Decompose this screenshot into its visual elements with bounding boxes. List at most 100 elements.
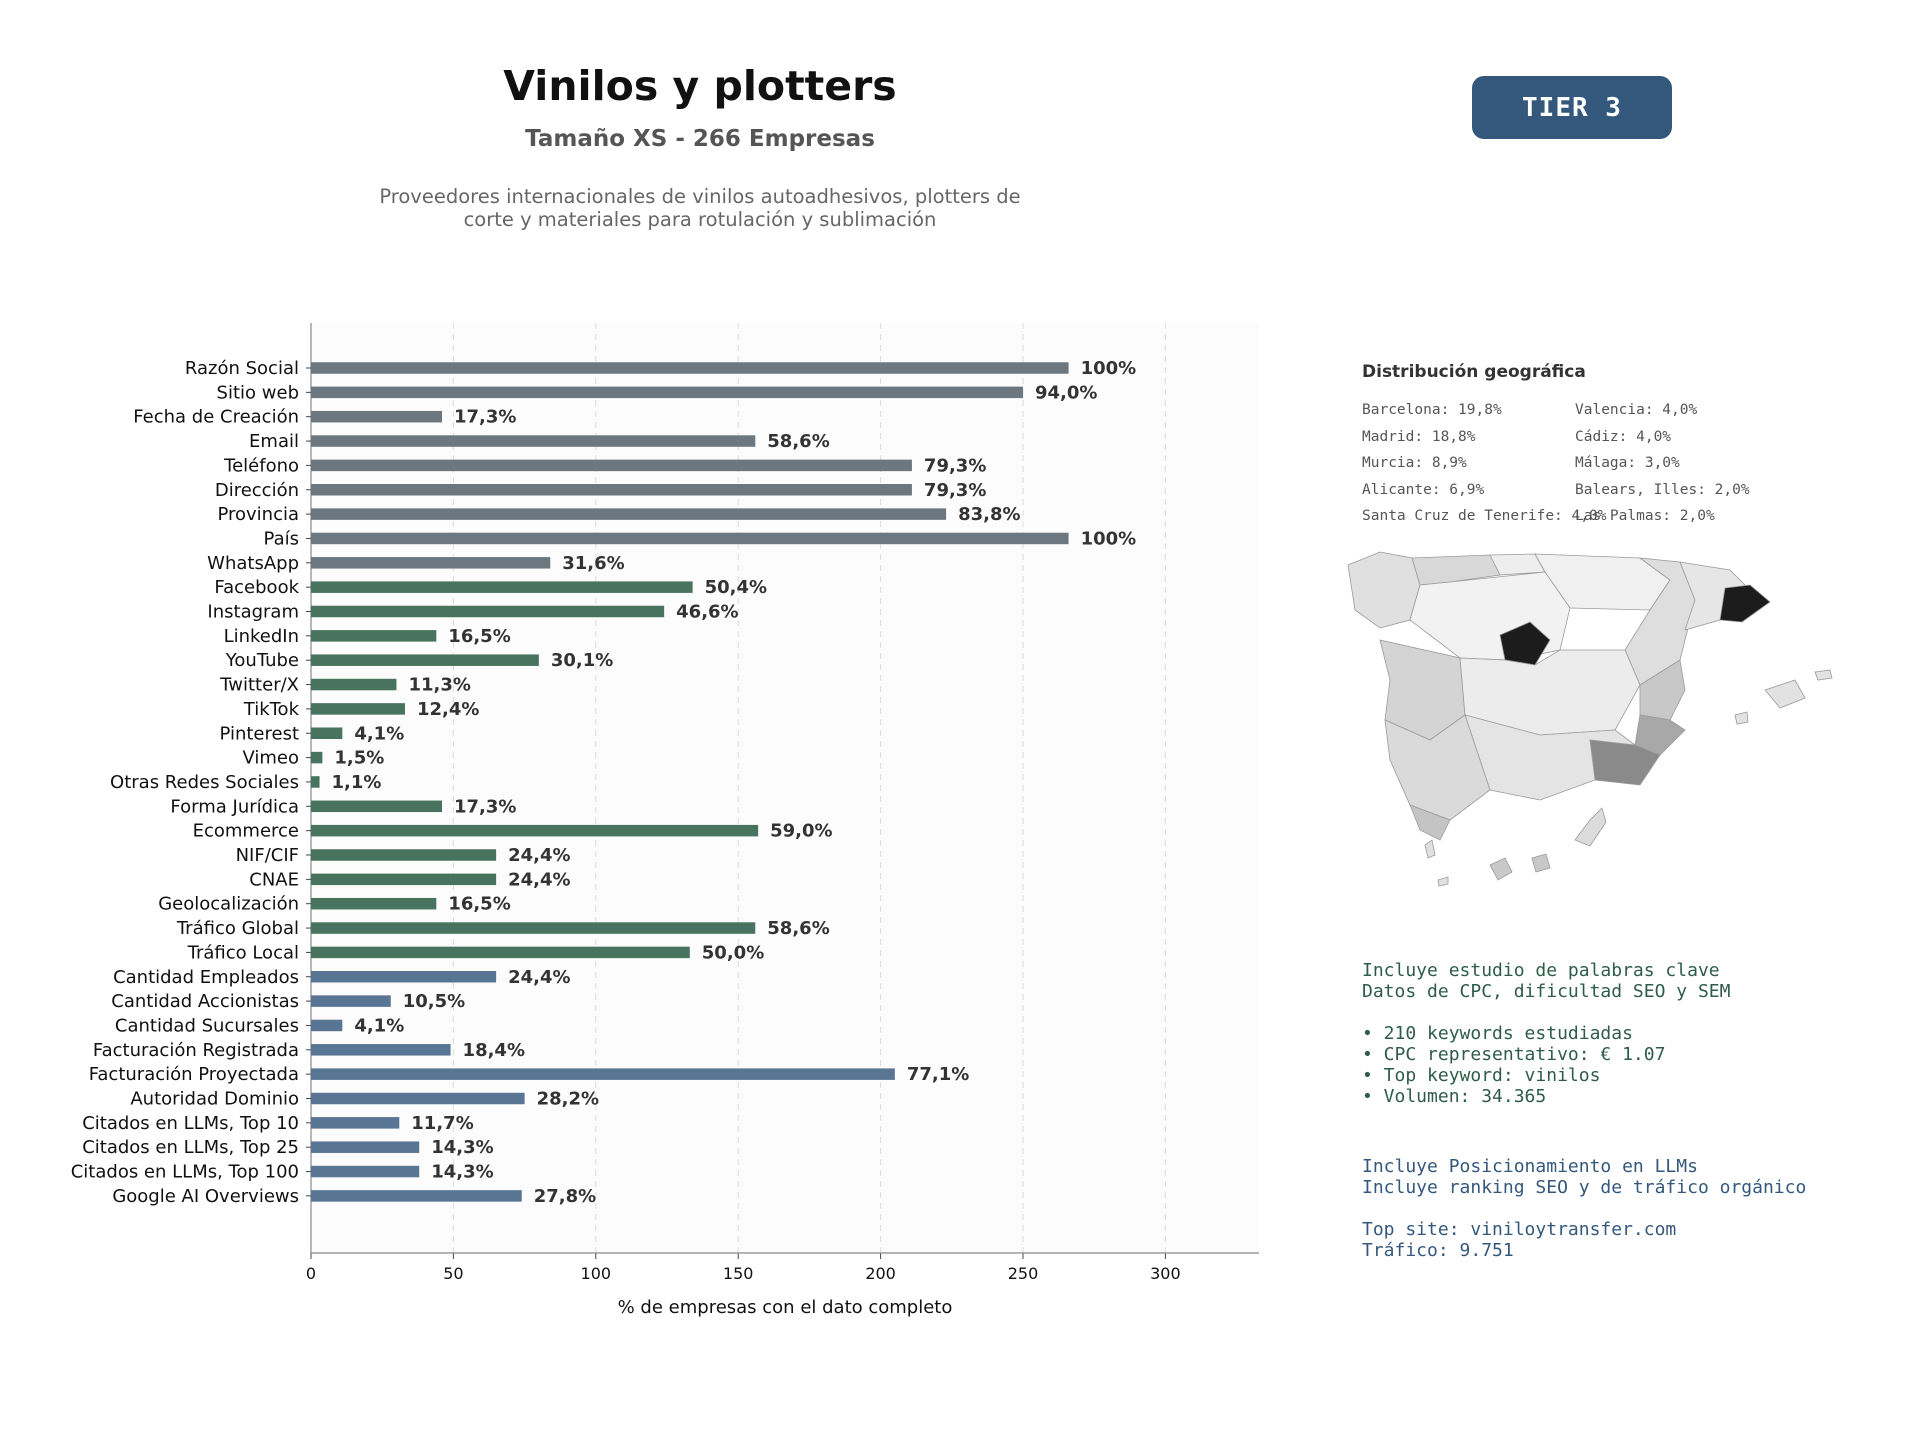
value-label: 14,3% — [431, 1162, 493, 1183]
bar — [311, 995, 391, 1007]
value-label: 58,6% — [767, 918, 829, 939]
bar — [311, 1117, 400, 1129]
map-region-baleares-menorca — [1814, 669, 1833, 681]
category-label: Cantidad Empleados — [113, 967, 299, 988]
category-label: YouTube — [225, 650, 299, 671]
category-label: Instagram — [207, 602, 299, 623]
x-tick-label: 50 — [443, 1264, 463, 1283]
x-tick-label: 100 — [581, 1264, 612, 1283]
map-region-gran-canaria — [1531, 853, 1551, 873]
bar — [311, 1044, 451, 1056]
category-label: Geolocalización — [158, 894, 299, 915]
bar — [311, 630, 437, 642]
llm-line-1: Incluye Posicionamiento en LLMs — [1362, 1156, 1698, 1177]
value-label: 1,1% — [332, 772, 382, 793]
category-label: Razón Social — [185, 358, 299, 379]
value-label: 12,4% — [417, 699, 479, 720]
category-label: Citados en LLMs, Top 100 — [71, 1162, 299, 1183]
value-label: 100% — [1081, 528, 1137, 549]
value-label: 30,1% — [551, 650, 613, 671]
value-label: 11,3% — [408, 675, 470, 696]
spain-map — [1347, 551, 1833, 887]
seo-bullet-top-keyword: • Top keyword: vinilos — [1362, 1065, 1601, 1086]
geo-item: Málaga: 3,0% — [1575, 455, 1680, 471]
category-label: CNAE — [249, 869, 299, 890]
bar — [311, 800, 443, 813]
x-axis-label: % de empresas con el dato completo — [618, 1297, 953, 1318]
bar — [311, 1141, 420, 1153]
bar — [311, 751, 323, 764]
value-label: 14,3% — [431, 1137, 493, 1158]
llm-top-site: Top site: viniloytransfer.com — [1362, 1219, 1677, 1240]
value-label: 46,6% — [676, 602, 738, 623]
category-label: Facturación Proyectada — [89, 1064, 299, 1085]
value-label: 4,1% — [354, 1015, 404, 1036]
bar — [311, 1092, 525, 1105]
bar — [311, 703, 405, 715]
bar — [311, 435, 756, 447]
value-label: 17,3% — [454, 407, 516, 428]
category-label: Facebook — [214, 577, 299, 598]
x-tick-label: 300 — [1150, 1264, 1181, 1283]
category-label: Fecha de Creación — [133, 407, 299, 428]
bar — [311, 581, 693, 593]
category-label: Pinterest — [219, 723, 299, 744]
map-region-valencia — [1639, 659, 1686, 721]
category-label: Google AI Overviews — [112, 1186, 299, 1207]
llm-traffic: Tráfico: 9.751 — [1362, 1240, 1514, 1261]
x-tick-label: 0 — [306, 1264, 316, 1283]
map-region-alicante — [1634, 714, 1686, 756]
llm-line-2: Incluye ranking SEO y de tráfico orgánic… — [1362, 1177, 1807, 1198]
category-label: Cantidad Accionistas — [111, 991, 299, 1012]
bar — [311, 532, 1069, 545]
value-label: 77,1% — [907, 1064, 969, 1085]
category-label: Facturación Registrada — [93, 1040, 299, 1061]
description-line-2: corte y materiales para rotulación y sub… — [463, 208, 937, 231]
category-label: Provincia — [217, 504, 299, 525]
geo-item: Valencia: 4,0% — [1575, 402, 1698, 418]
value-label: 24,4% — [508, 869, 570, 890]
seo-bullet-volume: • Volumen: 34.365 — [1362, 1086, 1547, 1107]
category-label: Vimeo — [242, 748, 299, 769]
value-label: 59,0% — [770, 821, 832, 842]
bar — [311, 824, 759, 837]
category-label: Tráfico Local — [187, 942, 299, 963]
category-label: Otras Redes Sociales — [110, 772, 299, 793]
value-label: 79,3% — [924, 480, 986, 501]
category-label: Dirección — [215, 480, 299, 501]
geo-item: Balears, Illes: 2,0% — [1575, 481, 1750, 498]
category-label: Tráfico Global — [176, 918, 299, 939]
bar — [311, 410, 443, 423]
value-label: 28,2% — [537, 1089, 599, 1110]
bar-chart: 0 50 100 150 200 250 300 % de empresas con el d… — [71, 323, 1259, 1318]
seo-bullet-keywords: • 210 keywords estudiadas — [1362, 1023, 1633, 1044]
category-label: TikTok — [243, 699, 300, 720]
category-label: Twitter/X — [219, 675, 299, 696]
category-label: Teléfono — [223, 455, 299, 476]
geo-item: Barcelona: 19,8% — [1362, 402, 1502, 418]
map-region-andalucia-west — [1384, 714, 1491, 821]
bar — [311, 459, 912, 472]
category-label: Forma Jurídica — [170, 796, 299, 817]
category-label: Sitio web — [217, 382, 299, 403]
bar — [311, 1019, 343, 1032]
bar — [311, 922, 756, 934]
bar — [311, 386, 1023, 399]
value-label: 24,4% — [508, 967, 570, 988]
bar — [311, 678, 397, 691]
bar — [311, 1068, 895, 1080]
value-label: 100% — [1081, 358, 1137, 379]
bar — [311, 946, 690, 959]
value-label: 16,5% — [448, 894, 510, 915]
map-region-la-palma — [1424, 839, 1436, 859]
category-label: NIF/CIF — [236, 845, 299, 866]
value-label: 17,3% — [454, 796, 516, 817]
geo-item: Madrid: 18,8% — [1362, 428, 1476, 445]
category-label: País — [264, 528, 299, 549]
map-region-baleares-ibiza — [1734, 711, 1749, 725]
geo-item: Cádiz: 4,0% — [1575, 428, 1672, 445]
bar — [311, 727, 343, 739]
geo-list: Barcelona: 19,8% Valencia: 4,0% Madrid: 18… — [1362, 397, 1802, 530]
bar — [311, 897, 437, 910]
bar — [311, 849, 497, 861]
